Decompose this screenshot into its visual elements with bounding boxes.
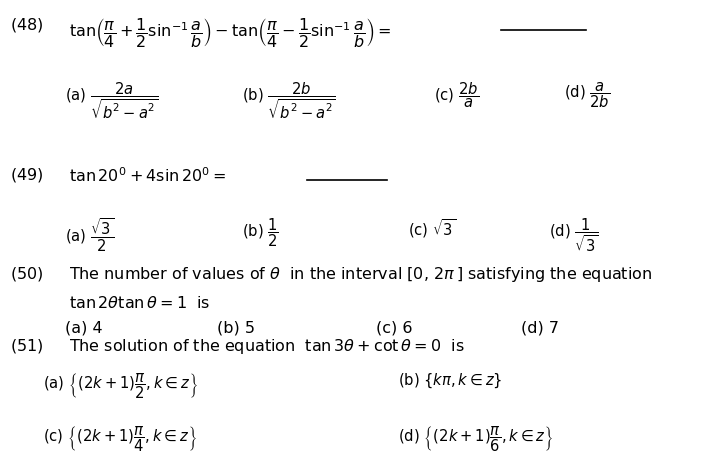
Text: (a) $\left\{(2k+1)\dfrac{\pi}{2},k\in z\right\}$: (a) $\left\{(2k+1)\dfrac{\pi}{2},k\in z\…: [43, 371, 198, 401]
Text: $(49)$: $(49)$: [10, 166, 43, 184]
Text: (d) $\dfrac{a}{2b}$: (d) $\dfrac{a}{2b}$: [564, 81, 610, 110]
Text: $\tan\!\left(\dfrac{\pi}{4}+\dfrac{1}{2}\sin^{-1}\dfrac{a}{b}\right)-\tan\!\left: $\tan\!\left(\dfrac{\pi}{4}+\dfrac{1}{2}…: [69, 16, 391, 49]
Text: (d) 7: (d) 7: [521, 320, 559, 336]
Text: $\tan 2\theta\tan\theta=1$  is: $\tan 2\theta\tan\theta=1$ is: [69, 295, 210, 311]
Text: (b) $\dfrac{2b}{\sqrt{b^2-a^2}}$: (b) $\dfrac{2b}{\sqrt{b^2-a^2}}$: [242, 81, 336, 121]
Text: (c) $\dfrac{2b}{a}$: (c) $\dfrac{2b}{a}$: [434, 81, 479, 110]
Text: The number of values of $\theta$  in the interval $[0,\,2\pi\,]$ satisfying the : The number of values of $\theta$ in the …: [69, 265, 652, 284]
Text: $(51)$: $(51)$: [10, 337, 43, 355]
Text: $\tan 20^{0}+4\sin 20^{0}=$: $\tan 20^{0}+4\sin 20^{0}=$: [69, 166, 226, 185]
Text: (b) $\dfrac{1}{2}$: (b) $\dfrac{1}{2}$: [242, 217, 279, 249]
Text: The solution of the equation  $\tan 3\theta+\cot\theta=0$  is: The solution of the equation $\tan 3\the…: [69, 337, 464, 356]
Text: (a) $\dfrac{\sqrt{3}}{2}$: (a) $\dfrac{\sqrt{3}}{2}$: [65, 217, 114, 254]
Text: $(50)$: $(50)$: [10, 265, 43, 283]
Text: (d) $\dfrac{1}{\sqrt{3}}$: (d) $\dfrac{1}{\sqrt{3}}$: [549, 217, 599, 254]
Text: (d) $\left\{(2k+1)\dfrac{\pi}{6},k\in z\right\}$: (d) $\left\{(2k+1)\dfrac{\pi}{6},k\in z\…: [398, 424, 553, 454]
Text: (b) 5: (b) 5: [217, 320, 255, 336]
Text: (c) $\left\{(2k+1)\dfrac{\pi}{4},k\in z\right\}$: (c) $\left\{(2k+1)\dfrac{\pi}{4},k\in z\…: [43, 424, 197, 454]
Text: (b) $\left\{k\pi,k\in z\right\}$: (b) $\left\{k\pi,k\in z\right\}$: [398, 371, 502, 390]
Text: $(48)$: $(48)$: [10, 16, 43, 34]
Text: (a) 4: (a) 4: [65, 320, 103, 336]
Text: (c) $\sqrt{3}$: (c) $\sqrt{3}$: [408, 217, 457, 240]
Text: (a) $\dfrac{2a}{\sqrt{b^2-a^2}}$: (a) $\dfrac{2a}{\sqrt{b^2-a^2}}$: [65, 81, 159, 121]
Text: (c) 6: (c) 6: [376, 320, 412, 336]
